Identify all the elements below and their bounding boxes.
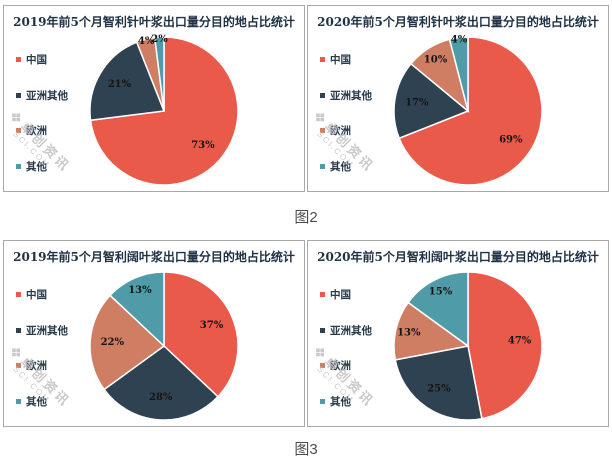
- legend-label: 欧洲: [330, 125, 351, 138]
- pie-chart-2020-hardwood: 47% 25% 13% 15%: [393, 271, 543, 421]
- legend-item-asia-other: 亚洲其他: [16, 323, 82, 338]
- legend-label: 欧洲: [26, 360, 47, 373]
- pie-slice-4: [153, 36, 165, 112]
- legend-item-china: 中国: [320, 287, 386, 302]
- pie-chart-2019-softwood: 73% 21% 4%2%: [89, 34, 239, 186]
- chart-title: 2020年前5个月智利针叶浆出口量分目的地占比统计: [317, 15, 599, 29]
- legend-label: 其他: [26, 160, 47, 173]
- chart-panel-2019-hardwood: 2019年前5个月智利阔叶浆出口量分目的地占比统计 中国 亚洲其他 欧洲 其他 …: [3, 240, 305, 427]
- legend-marker-europe: [320, 128, 325, 134]
- legend-item-europe: 欧洲: [16, 358, 82, 373]
- pie-slice-1: [467, 271, 543, 420]
- legend-marker-asia-other: [16, 327, 21, 333]
- slice-label: 21%: [108, 79, 132, 90]
- legend-item-asia-other: 亚洲其他: [16, 88, 82, 103]
- legend-marker-china: [16, 292, 21, 297]
- legend-marker-asia-other: [320, 92, 325, 98]
- legend-label: 亚洲其他: [26, 324, 68, 337]
- legend-marker-europe: [16, 128, 21, 134]
- slice-label: 73%: [191, 140, 215, 151]
- legend-label: 其他: [26, 395, 47, 408]
- legend-item-other: 其他: [320, 394, 386, 409]
- chart-panel-2020-hardwood: 2020年前5个月智利阔叶浆出口量分目的地占比统计 中国 亚洲其他 欧洲 其他 …: [307, 240, 609, 427]
- legend-marker-china: [16, 57, 21, 62]
- legend-label: 亚洲其他: [26, 89, 68, 102]
- legend-item-asia-other: 亚洲其他: [320, 323, 386, 338]
- chart-title: 2019年前5个月智利阔叶浆出口量分目的地占比统计: [13, 250, 295, 264]
- pie-slice-1: [398, 36, 543, 186]
- legend-marker-china: [320, 57, 325, 62]
- slice-label: 10%: [424, 54, 448, 65]
- pie-slice-2: [393, 62, 470, 140]
- legend-label: 中国: [330, 289, 351, 301]
- pie-slice-3: [89, 294, 166, 391]
- chart-legend: 中国 亚洲其他 欧洲 其他: [320, 52, 386, 174]
- pie-chart-2019-hardwood: 37% 28% 22% 13%: [89, 271, 239, 421]
- pie-slice-4: [407, 271, 469, 348]
- legend-item-other: 其他: [16, 394, 82, 409]
- legend-marker-china: [320, 292, 325, 297]
- legend-item-asia-other: 亚洲其他: [320, 88, 386, 103]
- slice-label: 13%: [397, 327, 421, 338]
- pie-slice-2: [394, 345, 483, 421]
- slice-label: 15%: [429, 286, 453, 297]
- legend-item-other: 其他: [16, 159, 82, 174]
- pie-slice-3: [393, 301, 470, 361]
- pie-chart-2020-softwood: 69% 17% 10%4%: [393, 34, 543, 186]
- slice-label: 22%: [101, 337, 125, 348]
- slice-label: 47%: [508, 336, 532, 347]
- chart-title: 2020年前5个月智利阔叶浆出口量分目的地占比统计: [317, 250, 599, 264]
- slice-label: 37%: [200, 320, 224, 331]
- slice-label: 25%: [427, 383, 451, 394]
- legend-item-other: 其他: [320, 159, 386, 174]
- legend-item-europe: 欧洲: [320, 358, 386, 373]
- figure-caption-3: 图3: [294, 441, 318, 458]
- legend-item-china: 中国: [16, 52, 82, 67]
- legend-marker-other: [16, 398, 21, 404]
- legend-marker-asia-other: [16, 92, 21, 98]
- legend-item-china: 中国: [16, 287, 82, 302]
- figure-caption-2: 图2: [294, 209, 318, 226]
- legend-label: 欧洲: [330, 360, 351, 373]
- chart-legend: 中国 亚洲其他 欧洲 其他: [16, 287, 82, 409]
- slice-label: 4%: [451, 34, 468, 45]
- legend-label: 中国: [26, 54, 47, 66]
- legend-marker-asia-other: [320, 327, 325, 333]
- chart-legend: 中国 亚洲其他 欧洲 其他: [16, 52, 82, 174]
- legend-marker-other: [16, 163, 21, 169]
- pie-slice-2: [89, 41, 166, 122]
- slice-label: 17%: [405, 97, 429, 108]
- slice-label: 4%: [138, 36, 155, 47]
- legend-label: 亚洲其他: [330, 89, 372, 102]
- legend-label: 亚洲其他: [330, 324, 372, 337]
- slice-label: 2%: [151, 34, 168, 45]
- legend-marker-europe: [16, 363, 21, 369]
- chart-panel-2020-softwood: 2020年前5个月智利针叶浆出口量分目的地占比统计 中国 亚洲其他 欧洲 其他 …: [307, 5, 609, 192]
- slice-label: 13%: [128, 285, 152, 296]
- pie-slice-2: [103, 345, 220, 421]
- chart-legend: 中国 亚洲其他 欧洲 其他: [320, 287, 386, 409]
- legend-marker-other: [320, 163, 325, 169]
- legend-item-china: 中国: [320, 52, 386, 67]
- legend-item-europe: 欧洲: [16, 123, 82, 138]
- legend-label: 欧洲: [26, 125, 47, 138]
- pie-slice-4: [448, 36, 469, 112]
- legend-marker-other: [320, 398, 325, 404]
- chart-panel-2019-softwood: 2019年前5个月智利针叶浆出口量分目的地占比统计 中国 亚洲其他 欧洲 其他 …: [3, 5, 305, 192]
- legend-item-europe: 欧洲: [320, 123, 386, 138]
- legend-label: 其他: [330, 395, 351, 408]
- chart-title: 2019年前5个月智利针叶浆出口量分目的地占比统计: [13, 15, 295, 29]
- legend-label: 其他: [330, 160, 351, 173]
- legend-label: 中国: [330, 54, 351, 66]
- slice-label: 69%: [499, 135, 523, 146]
- legend-label: 中国: [26, 289, 47, 301]
- pie-slice-4: [108, 271, 165, 348]
- legend-marker-europe: [320, 363, 325, 369]
- pie-slice-1: [163, 271, 239, 398]
- slice-label: 28%: [149, 392, 173, 403]
